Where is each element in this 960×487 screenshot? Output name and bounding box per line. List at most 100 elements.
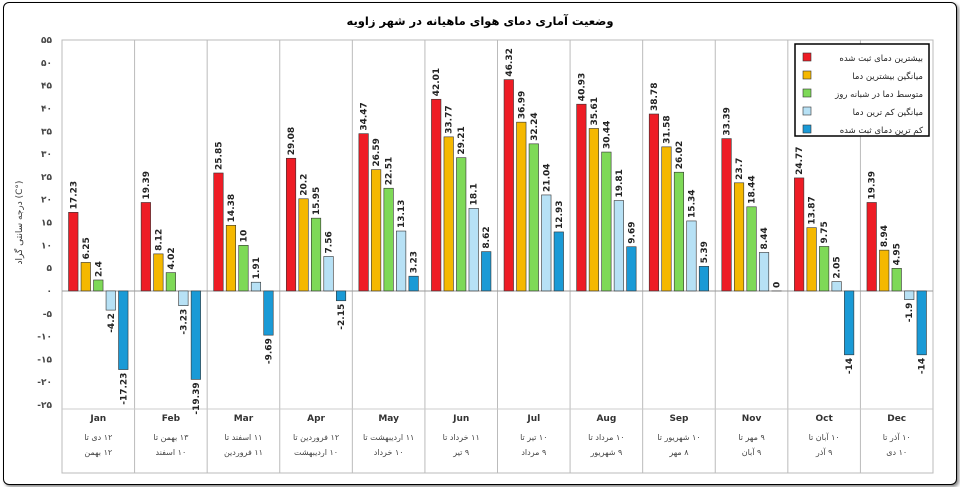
bar-jan-series-1 (68, 212, 79, 292)
bar-jun-series-3 (456, 157, 467, 292)
legend-box (794, 43, 930, 137)
y-tick-label: ۱۰ (41, 241, 52, 251)
y-tick-label: -۵ (43, 310, 53, 320)
data-label: 18.44 (748, 175, 758, 203)
y-tick-label: ۳۵ (41, 127, 52, 137)
bar-feb-series-3 (165, 272, 176, 292)
data-label: 25.85 (214, 142, 224, 170)
category-label-feb: Feb (162, 414, 181, 424)
bar-feb-series-4 (178, 290, 189, 306)
bar-nov-series-1 (721, 138, 732, 292)
bar-nov-series-2 (733, 182, 745, 292)
category-label-aug: Aug (596, 414, 616, 424)
bar-jun-series-1 (431, 98, 442, 292)
data-label: -14 (918, 358, 928, 374)
data-label: 2.05 (833, 256, 843, 278)
data-label: 5.39 (700, 241, 710, 263)
y-tick-label: ۰ (47, 287, 53, 297)
category-range-start: ۹ مهر تا (738, 433, 764, 442)
category-range-end: ۱۱ فروردین (224, 448, 263, 457)
y-tick-label: ۲۰ (41, 196, 52, 206)
bar-sep-series-4 (686, 220, 697, 292)
data-label: 3.23 (410, 251, 420, 273)
data-label: 0 (773, 282, 783, 288)
legend-swatch-1 (802, 52, 812, 62)
data-label: 40.93 (577, 73, 587, 101)
bar-apr-series-5 (335, 290, 347, 302)
data-label: 8.12 (154, 229, 164, 251)
data-label: 19.39 (142, 171, 152, 199)
category-range-end: ۹ تیر (452, 448, 469, 457)
bar-sep-series-1 (648, 113, 660, 292)
category-range-end: ۹ مرداد (521, 448, 546, 457)
data-label: 14.38 (227, 194, 237, 222)
category-range-start: ۱۲ دی تا (84, 433, 112, 442)
bar-feb-series-2 (153, 253, 164, 292)
category-range-end: ۹ آذر (815, 447, 833, 457)
bar-dec-series-5 (916, 290, 927, 356)
bar-aug-series-2 (588, 128, 599, 292)
data-label: 26.02 (675, 141, 685, 169)
category-range-end: ۸ مهر (668, 448, 689, 457)
data-label: 1.91 (252, 257, 262, 279)
bar-dec-series-3 (891, 268, 902, 292)
category-range-start: ۱۱ اسفند تا (224, 433, 262, 442)
data-label: -14 (845, 358, 855, 374)
data-label: 24.77 (795, 146, 805, 174)
legend-label-5: کم ترین دمای ثبت شده (840, 126, 924, 136)
category-label-jul: Jul (526, 414, 540, 424)
bar-apr-series-4 (323, 256, 334, 292)
bar-may-series-3 (383, 187, 394, 292)
data-label: 19.81 (615, 169, 625, 197)
bar-jul-series-2 (516, 121, 527, 292)
legend-label-4: میانگین کم ترین دما (853, 107, 923, 118)
bar-sep-series-3 (673, 171, 685, 292)
category-label-may: May (378, 414, 399, 424)
data-label: 31.58 (662, 115, 672, 143)
data-label: 20.2 (300, 174, 310, 196)
bar-jun-series-5 (481, 251, 492, 292)
bar-oct-series-3 (819, 246, 830, 292)
data-label: 17.23 (69, 181, 79, 209)
bar-jan-series-4 (105, 290, 116, 311)
category-label-dec: Dec (887, 414, 906, 424)
y-tick-label: -۲۵ (37, 401, 52, 411)
data-label: -9.69 (264, 338, 274, 364)
data-label: 8.94 (880, 225, 890, 247)
bar-nov-series-4 (758, 252, 770, 292)
bar-nov-series-3 (746, 206, 757, 292)
legend-swatch-2 (802, 70, 812, 80)
bar-oct-series-4 (831, 281, 842, 292)
data-label: 35.61 (590, 97, 600, 125)
bar-jan-series-3 (93, 279, 104, 292)
data-label: 9.75 (820, 221, 830, 243)
legend-label-1: بیشترین دمای ثبت شده (839, 54, 923, 64)
legend-swatch-4 (802, 106, 812, 116)
data-label: 8.44 (760, 227, 770, 249)
data-label: 23.7 (735, 158, 745, 180)
category-range-start: ۱۱ اردیبهشت تا (363, 433, 414, 442)
category-range-end: ۱۰ اسفند (156, 448, 187, 457)
bar-oct-series-1 (794, 177, 805, 292)
y-tick-label: ۱۵ (41, 219, 52, 229)
bar-may-series-4 (396, 230, 407, 292)
bar-jul-series-4 (541, 194, 552, 292)
y-tick-label: ۴۵ (41, 82, 52, 92)
data-label: 30.44 (602, 121, 612, 149)
data-label: 15.95 (312, 187, 322, 215)
data-label: 22.51 (385, 157, 395, 185)
bar-jun-series-2 (443, 136, 454, 292)
category-label-jan: Jan (89, 414, 106, 424)
data-label: 34.47 (360, 102, 370, 130)
category-label-apr: Apr (307, 414, 325, 424)
category-range-end: ۱۰ اردیبهشت (294, 448, 338, 457)
data-label: -17.23 (119, 373, 129, 405)
data-label: 38.78 (650, 83, 660, 111)
data-label: -3.23 (179, 309, 189, 335)
bar-mar-series-5 (263, 290, 274, 336)
bar-dec-series-1 (866, 202, 877, 292)
bar-oct-series-5 (844, 290, 855, 356)
bar-mar-series-2 (225, 225, 237, 292)
bar-jul-series-5 (553, 231, 564, 292)
